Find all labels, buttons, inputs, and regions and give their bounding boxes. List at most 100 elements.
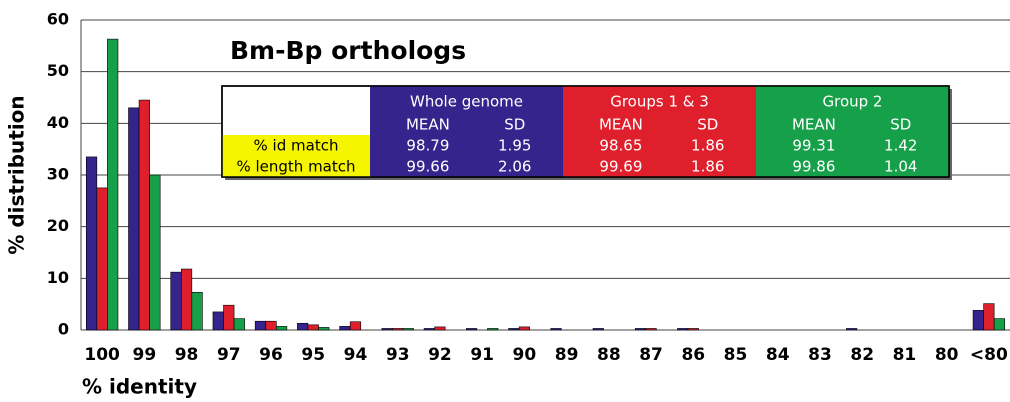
x-tick-label: 100 — [84, 345, 120, 365]
bar — [276, 326, 288, 331]
table-cell: 98.65 — [599, 137, 642, 155]
bar — [349, 321, 362, 331]
table-group-cell — [563, 86, 756, 177]
table-row-label: % id match — [254, 137, 339, 155]
table-cell: 1.86 — [691, 137, 724, 155]
table-cell: 1.42 — [884, 137, 917, 155]
y-axis-title: % distribution — [5, 95, 29, 254]
table-group-header: Groups 1 & 3 — [610, 93, 709, 111]
bar — [318, 327, 330, 331]
y-tick-label: 0 — [58, 320, 69, 339]
table-cell: 99.86 — [792, 158, 835, 176]
table-cell: 99.69 — [599, 158, 642, 176]
bar — [191, 291, 203, 331]
bar — [96, 187, 108, 331]
x-tick-label: <80 — [970, 345, 1008, 365]
table-column-header: SD — [697, 116, 718, 134]
table-column-header: MEAN — [599, 116, 643, 134]
x-tick-label: 80 — [935, 345, 959, 365]
x-tick-label: 92 — [428, 345, 452, 365]
x-axis-title: % identity — [82, 375, 197, 399]
table-group-cell — [370, 86, 563, 177]
table-cell: 1.04 — [884, 158, 917, 176]
table-group-cell — [756, 86, 949, 177]
x-tick-label: 93 — [386, 345, 410, 365]
bar — [592, 328, 604, 331]
y-tick-label: 50 — [47, 61, 69, 80]
bar — [677, 328, 689, 331]
x-tick-label: 83 — [808, 345, 832, 365]
bar — [307, 324, 319, 331]
x-tick-label: 84 — [766, 345, 790, 365]
y-tick-label: 60 — [47, 10, 69, 29]
x-tick-label: 86 — [681, 345, 705, 365]
bar — [180, 268, 193, 331]
table-border — [221, 85, 950, 178]
x-tick-label: 90 — [513, 345, 537, 365]
bar — [138, 99, 150, 331]
bar — [212, 311, 224, 331]
x-tick-label: 89 — [555, 345, 579, 365]
table-column-header: MEAN — [792, 116, 836, 134]
y-tick-label: 10 — [47, 268, 69, 287]
y-tick-label: 20 — [47, 216, 69, 235]
table-cell: 2.06 — [498, 158, 531, 176]
bar — [634, 328, 647, 331]
x-tick-label: 82 — [850, 345, 874, 365]
bar — [983, 303, 995, 331]
table-cell: 99.66 — [406, 158, 449, 176]
bar — [550, 328, 562, 331]
bar — [993, 318, 1006, 331]
table-cell: 99.31 — [792, 137, 835, 155]
bar — [265, 320, 277, 331]
x-tick-label: 81 — [893, 345, 917, 365]
bar — [423, 328, 435, 331]
bar — [107, 38, 119, 331]
table-cell: 98.79 — [406, 137, 449, 155]
bar — [972, 310, 984, 331]
y-tick-label: 40 — [47, 113, 69, 132]
bar — [687, 328, 699, 331]
bar — [170, 271, 182, 331]
bar — [402, 328, 414, 331]
table-row-label: % length match — [236, 158, 355, 176]
bar — [223, 304, 235, 331]
x-tick-label: 99 — [133, 345, 157, 365]
table-cell: 1.95 — [498, 137, 531, 155]
bar — [392, 328, 404, 331]
y-tick-label: 30 — [47, 165, 69, 184]
bar — [846, 328, 858, 331]
bar — [128, 107, 140, 331]
bar — [254, 320, 267, 331]
x-tick-label: 94 — [344, 345, 368, 365]
x-tick-label: 95 — [301, 345, 325, 365]
table-column-header: SD — [890, 116, 911, 134]
bar — [85, 156, 98, 331]
bar — [434, 326, 446, 331]
table-column-header: MEAN — [406, 116, 450, 134]
bar — [381, 328, 393, 331]
table-row-label-cell — [222, 156, 370, 177]
bar — [339, 326, 351, 331]
bar — [149, 174, 161, 331]
x-tick-label: 88 — [597, 345, 621, 365]
bar — [233, 318, 245, 331]
x-tick-label: 87 — [639, 345, 663, 365]
x-tick-label: 97 — [217, 345, 241, 365]
x-tick-label: 98 — [175, 345, 199, 365]
x-tick-label: 96 — [259, 345, 283, 365]
table-column-header: SD — [504, 116, 525, 134]
bar — [518, 326, 530, 331]
table-row-label-cell — [222, 135, 370, 156]
bar — [466, 328, 478, 331]
bar — [508, 328, 520, 331]
bar — [487, 328, 499, 331]
bar — [645, 328, 657, 331]
table-group-header: Whole genome — [410, 93, 523, 111]
chart-title: Bm-Bp orthologs — [230, 36, 466, 65]
x-tick-label: 85 — [724, 345, 748, 365]
x-tick-label: 91 — [470, 345, 494, 365]
bar — [297, 322, 309, 331]
table-cell: 1.86 — [691, 158, 724, 176]
